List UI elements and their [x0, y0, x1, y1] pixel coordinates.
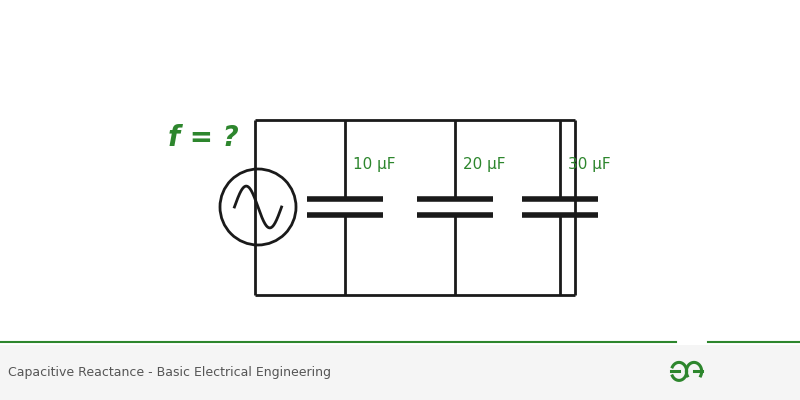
- Text: Capacitive Reactance - Basic Electrical Engineering: Capacitive Reactance - Basic Electrical …: [8, 366, 331, 379]
- Text: 10 μF: 10 μF: [353, 158, 395, 172]
- Text: 30 μF: 30 μF: [568, 158, 610, 172]
- Text: 20 μF: 20 μF: [463, 158, 506, 172]
- Text: f = ?: f = ?: [168, 124, 238, 152]
- FancyBboxPatch shape: [0, 345, 800, 400]
